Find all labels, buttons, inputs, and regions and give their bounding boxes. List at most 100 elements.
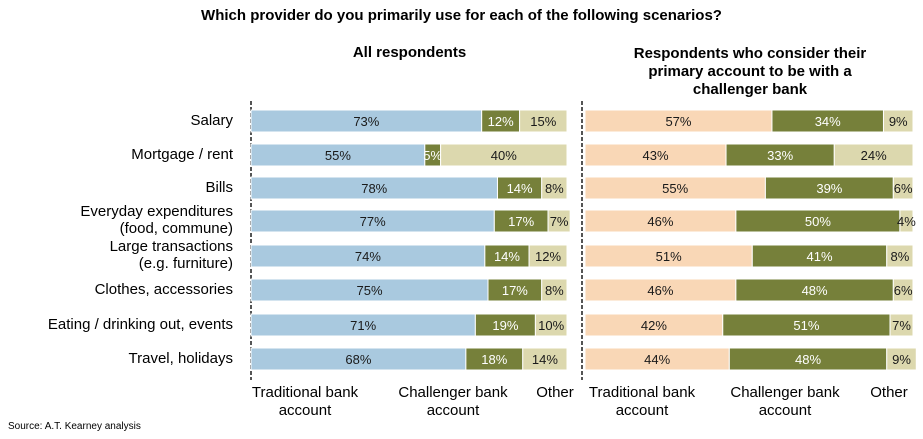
source-note: Source: A.T. Kearney analysis [8,421,141,432]
data-label: 15% [530,114,556,129]
data-label: 50% [805,214,831,229]
legend-line: account [278,402,332,419]
data-label: 48% [802,283,828,298]
legend-line: Traditional bank [251,384,359,401]
data-label: 6% [894,283,913,298]
legend-line: account [426,402,480,419]
bar-segment [892,278,914,302]
data-label: 12% [488,114,514,129]
category-label-line: Bills [205,178,233,196]
data-label: 12% [535,249,561,264]
data-label: 51% [656,249,682,264]
data-label: 9% [889,114,908,129]
bar-segment [440,143,568,167]
data-label: 43% [643,148,669,163]
category-label-line: Eating / drinking out, events [47,315,233,333]
bar-segment [547,209,571,233]
bar-segment [519,109,568,133]
chart-title: Which provider do you primarily use for … [201,7,722,24]
data-label: 55% [325,148,351,163]
data-label: 18% [481,352,507,367]
bar-segment [541,278,568,302]
data-label: 74% [355,249,381,264]
data-label: 44% [644,352,670,367]
data-label: 6% [894,181,913,196]
data-label: 68% [345,352,371,367]
data-label: 10% [538,318,564,333]
legend-line: Challenger bank [398,384,508,401]
category-label-line: (food, commune) [119,220,233,237]
bar-segment [886,347,917,371]
panel-title-all: All respondents [352,44,467,61]
category-label-line: Clothes, accessories [94,280,233,298]
bar-segment [892,176,914,200]
category-label: Large transactions (e.g. furniture) [110,238,233,272]
legend-challenger-right: Challenger bank account [720,384,850,420]
data-label: 14% [507,181,533,196]
category-label-line: Travel, holidays [128,349,234,367]
legend-line: Challenger bank [730,384,840,401]
bar-segment [882,109,914,133]
data-label: 17% [502,283,528,298]
legend-other-right: Other [870,384,908,401]
data-label: 75% [356,283,382,298]
category-label: Everyday expenditures (food, commune) [80,203,233,237]
legend-line: account [758,402,812,419]
data-label: 55% [662,181,688,196]
panel-title-challenger: Respondents who consider their primary a… [585,45,915,99]
data-label: 33% [767,148,793,163]
data-label: 19% [492,318,518,333]
legend-challenger-left: Challenger bank account [388,384,518,420]
category-label-line: Salary [190,111,233,129]
category-label-line: Large transactions [109,238,233,255]
legend-other-left: Other [536,384,574,401]
bar-segment [886,244,914,268]
data-label: 8% [545,181,564,196]
data-label: 39% [816,181,842,196]
panel-title-line: Respondents who consider their [633,45,867,62]
legend-line: Traditional bank [588,384,696,401]
data-label: 8% [545,283,564,298]
data-label: 24% [861,148,887,163]
data-label: 34% [815,114,841,129]
data-label: 73% [353,114,379,129]
data-label: 8% [890,249,909,264]
data-label: 71% [350,318,376,333]
data-label: 48% [795,352,821,367]
category-label-line: (e.g. furniture) [138,255,233,272]
data-label: 46% [647,214,673,229]
panel-title-line: challenger bank [692,81,808,98]
data-label: 78% [361,181,387,196]
data-label: 5% [423,148,442,163]
data-label: 9% [892,352,911,367]
bar-segment [833,143,914,167]
legend-line: account [615,402,669,419]
data-label: 77% [360,214,386,229]
bar-segment [522,347,568,371]
legend-traditional-left: Traditional bank account [245,384,365,420]
category-label-line: Everyday expenditures [80,203,233,220]
data-label: 14% [494,249,520,264]
data-label: 17% [508,214,534,229]
bar-segment [889,313,914,337]
data-label: 51% [793,318,819,333]
data-label: 40% [491,148,517,163]
data-label: 42% [641,318,667,333]
bar-segment [899,209,914,233]
category-label: Travel, holidays [129,350,234,367]
category-label: Eating / drinking out, events [48,316,233,333]
bar-segment [541,176,568,200]
legend-traditional-right: Traditional bank account [582,384,702,420]
category-label: Salary [190,112,233,129]
category-label: Bills [205,179,233,196]
category-label: Clothes, accessories [95,281,233,298]
category-label-line: Mortgage / rent [131,145,233,163]
data-label: 41% [807,249,833,264]
data-label: 7% [892,318,911,333]
bar-segment [528,244,568,268]
data-label: 57% [665,114,691,129]
data-label: 46% [647,283,673,298]
data-label: 7% [550,214,569,229]
data-label: 14% [532,352,558,367]
